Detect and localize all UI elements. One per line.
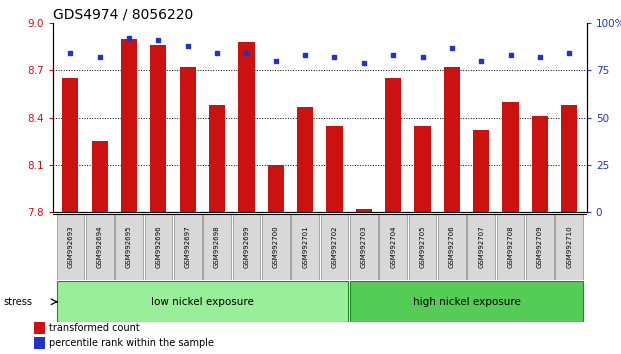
- Bar: [291, 214, 319, 280]
- Text: GSM992709: GSM992709: [537, 225, 543, 268]
- Bar: [532, 116, 548, 212]
- Bar: [320, 214, 348, 280]
- Bar: [379, 214, 407, 280]
- Bar: [414, 126, 430, 212]
- Bar: [268, 165, 284, 212]
- Bar: [86, 214, 114, 280]
- Bar: [444, 67, 460, 212]
- Bar: [209, 105, 225, 212]
- Bar: [121, 39, 137, 212]
- Bar: [92, 141, 108, 212]
- Text: GSM992707: GSM992707: [478, 225, 484, 268]
- Text: percentile rank within the sample: percentile rank within the sample: [49, 338, 214, 348]
- Text: GSM992694: GSM992694: [97, 225, 102, 268]
- Bar: [174, 214, 202, 280]
- Text: high nickel exposure: high nickel exposure: [412, 297, 520, 307]
- Bar: [57, 214, 84, 280]
- Text: GSM992695: GSM992695: [126, 225, 132, 268]
- Bar: [497, 214, 524, 280]
- Bar: [561, 105, 578, 212]
- Bar: [409, 214, 437, 280]
- Bar: [145, 214, 172, 280]
- Text: GSM992705: GSM992705: [420, 225, 425, 268]
- Bar: [57, 281, 348, 322]
- Bar: [350, 281, 583, 322]
- Text: GSM992700: GSM992700: [273, 225, 279, 268]
- Bar: [34, 337, 45, 349]
- Bar: [34, 322, 45, 334]
- Bar: [468, 214, 495, 280]
- Bar: [526, 214, 554, 280]
- Bar: [438, 214, 466, 280]
- Bar: [62, 78, 78, 212]
- Bar: [327, 126, 343, 212]
- Bar: [203, 214, 231, 280]
- Text: GSM992706: GSM992706: [449, 225, 455, 268]
- Text: GSM992693: GSM992693: [68, 225, 73, 268]
- Bar: [150, 45, 166, 212]
- Text: GSM992708: GSM992708: [507, 225, 514, 268]
- Text: GSM992710: GSM992710: [566, 225, 572, 268]
- Bar: [555, 214, 583, 280]
- Bar: [262, 214, 289, 280]
- Bar: [179, 67, 196, 212]
- Bar: [502, 102, 519, 212]
- Text: low nickel exposure: low nickel exposure: [151, 297, 254, 307]
- Bar: [473, 130, 489, 212]
- Text: GDS4974 / 8056220: GDS4974 / 8056220: [53, 8, 193, 22]
- Bar: [238, 42, 255, 212]
- Bar: [297, 107, 313, 212]
- Bar: [233, 214, 260, 280]
- Text: GSM992697: GSM992697: [185, 225, 191, 268]
- Text: GSM992699: GSM992699: [243, 225, 250, 268]
- Text: GSM992698: GSM992698: [214, 225, 220, 268]
- Text: stress: stress: [3, 297, 32, 307]
- Bar: [356, 209, 372, 212]
- Text: transformed count: transformed count: [49, 323, 140, 333]
- Bar: [385, 78, 401, 212]
- Text: GSM992701: GSM992701: [302, 225, 308, 268]
- Bar: [116, 214, 143, 280]
- Text: GSM992704: GSM992704: [390, 225, 396, 268]
- Text: GSM992703: GSM992703: [361, 225, 367, 268]
- Text: GSM992702: GSM992702: [332, 225, 337, 268]
- Bar: [350, 214, 378, 280]
- Text: GSM992696: GSM992696: [155, 225, 161, 268]
